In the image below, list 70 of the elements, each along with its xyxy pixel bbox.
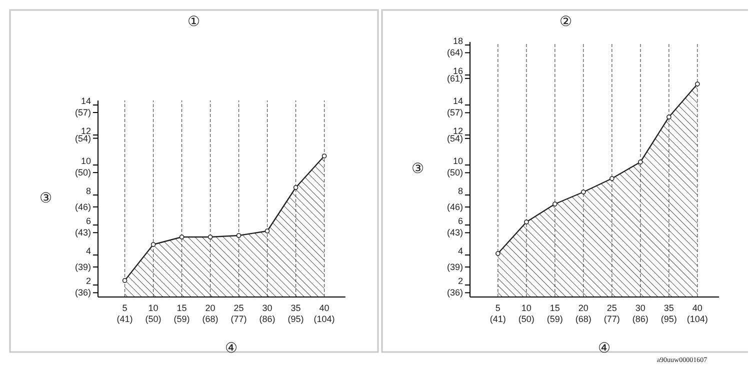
x-tick-label: 35	[290, 303, 301, 313]
chart-title: ①	[188, 13, 200, 29]
x-tick-label: 10	[521, 303, 532, 313]
x2-tick-label: (59)	[546, 314, 563, 324]
x2-tick-label: (41)	[116, 314, 133, 324]
x2-tick-label: (104)	[686, 314, 708, 324]
y-tick-label: 2	[458, 276, 463, 286]
x-tick-label: 5	[495, 303, 500, 313]
x-tick-label: 15	[176, 303, 187, 313]
y2-tick-label: (54)	[446, 133, 463, 144]
x2-tick-label: (50)	[518, 314, 534, 324]
y2-axis-title: ③	[412, 160, 424, 176]
y-tick-label: 2	[86, 276, 91, 286]
x2-tick-label: (50)	[145, 314, 162, 324]
x-tick-label: 20	[578, 303, 588, 313]
y2-tick-label: (54)	[74, 133, 91, 144]
x2-tick-label: (95)	[660, 314, 677, 324]
y-tick-label: 14	[80, 96, 91, 106]
x-axis-title: ④	[225, 340, 238, 356]
y-tick-label: 6	[86, 216, 91, 226]
y-tick-label: 12	[80, 126, 91, 136]
y2-tick-label: (61)	[446, 73, 463, 84]
y2-tick-label: (57)	[446, 108, 463, 118]
y-tick-label: 10	[80, 156, 91, 166]
x-tick-label: 25	[234, 303, 244, 313]
y2-tick-label: (36)	[446, 288, 463, 298]
x-tick-label: 10	[148, 303, 158, 313]
y2-tick-label: (46)	[74, 202, 91, 212]
y2-tick-label: (43)	[446, 228, 463, 238]
x-tick-label: 40	[319, 303, 330, 313]
y2-tick-label: (46)	[446, 202, 463, 212]
y2-tick-label: (50)	[446, 168, 463, 178]
y2-tick-label: (36)	[74, 288, 91, 298]
y2-tick-label: (39)	[446, 262, 463, 272]
y2-tick-label: (50)	[74, 168, 91, 178]
x-tick-label: 40	[692, 303, 702, 313]
x-tick-label: 30	[635, 303, 646, 313]
chart-title: ②	[560, 13, 572, 29]
y-tick-label: 8	[458, 186, 463, 196]
x-tick-label: 20	[205, 303, 216, 313]
x2-tick-label: (68)	[575, 314, 592, 324]
y-tick-label: 18	[452, 36, 463, 46]
x2-tick-label: (104)	[314, 314, 335, 324]
y-tick-label: 6	[458, 216, 463, 226]
x-tick-label: 30	[262, 303, 272, 313]
x-tick-label: 25	[606, 303, 617, 313]
x-tick-label: 15	[550, 303, 560, 313]
y-tick-label: 10	[452, 156, 463, 166]
x2-tick-label: (95)	[288, 314, 304, 324]
x-tick-label: 5	[122, 303, 128, 313]
x2-tick-label: (68)	[202, 314, 218, 324]
x2-tick-label: (86)	[259, 314, 276, 324]
x2-tick-label: (86)	[632, 314, 648, 324]
y2-axis-title: ③	[40, 189, 52, 206]
y-tick-label: 14	[452, 96, 463, 106]
x2-tick-label: (77)	[604, 314, 620, 324]
x-axis-title: ④	[598, 340, 612, 356]
y-tick-label: 12	[452, 126, 463, 136]
y2-tick-label: (64)	[446, 48, 463, 58]
x2-tick-label: (59)	[174, 314, 190, 324]
y-tick-label: 4	[86, 246, 91, 256]
y-tick-label: 4	[458, 246, 463, 256]
x2-tick-label: (77)	[230, 314, 247, 324]
x-tick-label: 35	[664, 303, 674, 313]
y2-tick-label: (57)	[74, 108, 91, 118]
y2-tick-label: (43)	[74, 228, 91, 238]
y2-tick-label: (39)	[74, 262, 91, 272]
x2-tick-label: (41)	[490, 314, 506, 324]
y-tick-label: 8	[86, 186, 91, 196]
y-tick-label: 16	[452, 66, 463, 76]
